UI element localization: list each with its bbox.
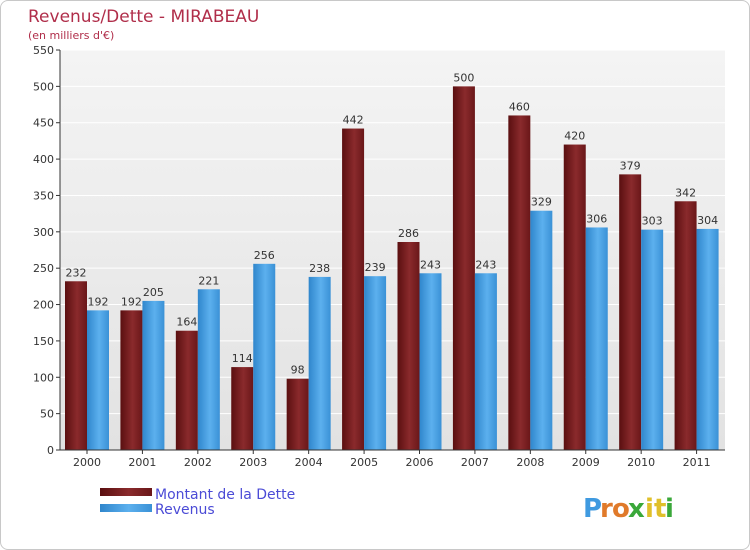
debt-bar	[508, 115, 531, 451]
data-label: 238	[309, 262, 330, 275]
y-tick-label: 200	[33, 299, 54, 312]
debt-bar	[286, 378, 309, 450]
logo-letter: P	[583, 494, 602, 524]
data-label: 329	[531, 196, 552, 209]
debt-bar	[397, 242, 420, 450]
data-label: 304	[697, 214, 718, 227]
debt-bar	[619, 174, 642, 450]
data-label: 256	[254, 249, 275, 262]
data-label: 232	[66, 266, 87, 279]
x-tick-label: 2003	[239, 456, 267, 469]
x-tick-label: 2011	[683, 456, 711, 469]
debt-bar	[65, 281, 87, 450]
data-label: 342	[675, 186, 696, 199]
logo-letter: x	[628, 494, 645, 524]
revenus-bar	[364, 276, 387, 450]
debt-bar	[452, 86, 475, 450]
logo-letter: t	[654, 494, 666, 524]
legend-label-debt: Montant de la Dette	[155, 487, 295, 503]
y-tick-label: 300	[33, 226, 54, 239]
logo-letter: o	[612, 494, 630, 524]
legend-label-revenus: Revenus	[155, 502, 215, 518]
data-label: 306	[586, 212, 607, 225]
revenus-bar	[585, 227, 608, 450]
logo-letter: i	[645, 494, 654, 524]
bars	[65, 86, 719, 451]
debt-bar	[120, 310, 143, 450]
plot-area	[60, 50, 725, 450]
x-tick-label: 2008	[516, 456, 544, 469]
debt-bar	[563, 144, 586, 450]
y-tick-label: 550	[33, 44, 54, 57]
revenus-bar	[530, 210, 553, 450]
data-label: 239	[365, 261, 386, 274]
data-label: 243	[420, 258, 441, 271]
data-label: 192	[121, 295, 142, 308]
data-label: 221	[198, 274, 219, 287]
data-label: 286	[398, 227, 419, 240]
x-tick-label: 2001	[128, 456, 156, 469]
proxiti-logo: Pr ox i ti	[583, 494, 674, 524]
y-tick-label: 400	[33, 153, 54, 166]
y-tick-label: 50	[40, 408, 54, 421]
data-label: 114	[232, 352, 253, 365]
debt-bar	[175, 330, 198, 450]
data-label: 500	[453, 71, 474, 84]
y-tick-label: 100	[33, 371, 54, 384]
debt-bar	[674, 201, 697, 450]
y-tick-label: 450	[33, 117, 54, 130]
legend-swatch-revenus	[100, 504, 152, 512]
x-tick-label: 2006	[406, 456, 434, 469]
logo-letter: r	[600, 494, 613, 524]
data-label: 460	[509, 100, 530, 113]
data-label: 243	[475, 258, 496, 271]
data-label: 192	[88, 295, 109, 308]
x-axis-ticks: 2000 2001 2002 2003 2004 2005 2006 2007 2008 2009…	[73, 450, 711, 469]
debt-bar	[342, 128, 365, 450]
revenus-bar	[87, 310, 109, 450]
revenus-bar	[197, 289, 220, 450]
revenus-bar	[474, 273, 497, 450]
data-label: 205	[143, 286, 164, 299]
chart-subtitle: (en milliers d'€)	[28, 29, 114, 42]
x-tick-label: 2004	[295, 456, 323, 469]
y-tick-label: 350	[33, 189, 54, 202]
x-tick-label: 2000	[73, 456, 101, 469]
chart-title: Revenus/Dette - MIRABEAU	[28, 7, 259, 27]
legend-swatch-debt	[100, 488, 152, 496]
data-label: 98	[291, 364, 305, 377]
data-label: 442	[343, 114, 364, 127]
x-tick-label: 2007	[461, 456, 489, 469]
revenus-bar	[142, 300, 165, 450]
revenus-bar	[253, 263, 276, 450]
x-tick-label: 2002	[184, 456, 212, 469]
revenus-bar	[419, 273, 442, 450]
data-label: 420	[564, 130, 585, 143]
logo-letter: i	[665, 494, 674, 524]
y-tick-label: 0	[47, 444, 54, 457]
legend: Montant de la Dette Revenus	[100, 487, 295, 518]
revenus-bar	[308, 276, 331, 450]
revenus-bar	[696, 228, 719, 450]
grid-lines	[60, 49, 725, 415]
debt-bar	[231, 367, 254, 450]
revenus-bar	[641, 229, 664, 450]
y-tick-label: 500	[33, 80, 54, 93]
data-label: 303	[642, 215, 663, 228]
x-tick-label: 2009	[572, 456, 600, 469]
y-tick-label: 250	[33, 262, 54, 275]
y-tick-label: 150	[33, 335, 54, 348]
y-axis-ticks: 0 50 100 150 200 250 300 350 400 450 500 550	[33, 44, 60, 457]
data-label: 164	[176, 316, 197, 329]
x-tick-label: 2005	[350, 456, 378, 469]
data-label: 379	[620, 159, 641, 172]
x-tick-label: 2010	[627, 456, 655, 469]
